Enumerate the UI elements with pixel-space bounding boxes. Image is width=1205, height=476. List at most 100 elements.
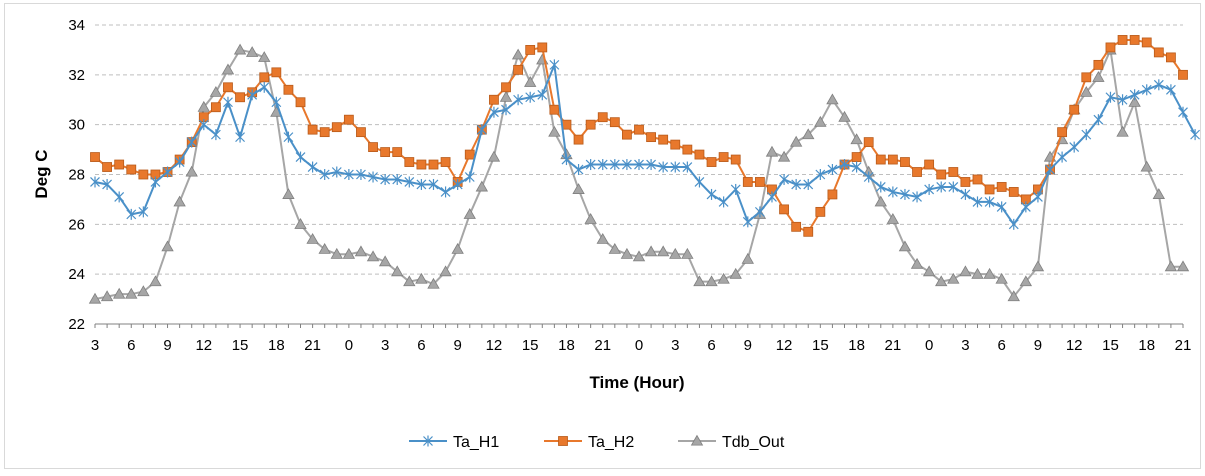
data-point bbox=[548, 125, 561, 137]
data-point bbox=[1178, 106, 1188, 118]
data-point bbox=[706, 157, 717, 167]
data-point bbox=[391, 265, 404, 277]
data-point bbox=[573, 164, 584, 176]
y-tick-labels: 22 24 26 28 30 32 34 bbox=[68, 17, 85, 333]
data-point bbox=[475, 180, 489, 192]
data-point bbox=[137, 285, 150, 297]
data-point bbox=[1117, 35, 1128, 45]
data-point bbox=[1031, 260, 1045, 272]
data-point bbox=[223, 82, 233, 93]
data-point bbox=[875, 181, 886, 193]
data-point bbox=[162, 166, 173, 178]
data-point bbox=[585, 159, 596, 171]
data-point bbox=[428, 159, 439, 170]
data-point bbox=[537, 42, 548, 53]
data-point bbox=[271, 67, 282, 78]
data-point bbox=[803, 226, 814, 237]
data-point bbox=[233, 43, 247, 55]
data-point bbox=[620, 247, 634, 259]
data-point bbox=[102, 162, 112, 172]
data-point bbox=[1128, 95, 1141, 107]
data-point bbox=[1166, 52, 1176, 63]
data-point bbox=[294, 218, 307, 229]
data-point bbox=[1129, 35, 1140, 45]
data-point bbox=[439, 265, 452, 277]
data-point bbox=[815, 206, 826, 217]
x-tick-label: 12 bbox=[195, 337, 212, 354]
data-point bbox=[1153, 47, 1164, 58]
data-point bbox=[791, 178, 802, 190]
data-point bbox=[924, 159, 935, 170]
data-point bbox=[174, 156, 185, 168]
x-tick-label: 15 bbox=[812, 337, 829, 354]
data-point bbox=[283, 84, 294, 95]
data-point bbox=[827, 164, 838, 176]
y-tick-label: 30 bbox=[68, 117, 85, 134]
legend-label: Ta_H2 bbox=[588, 434, 634, 451]
data-point bbox=[887, 154, 898, 165]
data-point bbox=[959, 265, 972, 277]
data-point bbox=[1129, 89, 1140, 101]
data-point bbox=[223, 96, 233, 108]
data-point bbox=[307, 124, 318, 135]
data-point bbox=[1176, 260, 1190, 272]
data-point bbox=[609, 117, 620, 128]
data-point bbox=[1045, 164, 1055, 176]
data-point bbox=[149, 275, 162, 287]
data-point bbox=[356, 169, 366, 180]
data-point bbox=[900, 188, 910, 200]
y-axis-title: Deg C bbox=[32, 149, 51, 198]
data-point bbox=[669, 247, 682, 259]
data-point bbox=[343, 114, 354, 125]
data-point bbox=[354, 245, 368, 257]
data-point bbox=[271, 96, 282, 108]
data-point bbox=[863, 137, 874, 148]
data-point bbox=[779, 173, 789, 185]
data-point bbox=[924, 183, 935, 195]
data-point bbox=[185, 165, 198, 177]
data-point bbox=[912, 167, 922, 177]
data-point bbox=[658, 134, 669, 145]
data-point bbox=[331, 122, 342, 133]
data-point bbox=[440, 186, 451, 198]
data-point bbox=[803, 178, 814, 190]
data-point bbox=[718, 152, 729, 162]
data-point bbox=[1057, 127, 1068, 138]
data-point bbox=[138, 169, 149, 180]
data-point bbox=[717, 272, 730, 284]
data-point bbox=[558, 436, 568, 446]
x-tick-label: 12 bbox=[486, 337, 503, 354]
data-point bbox=[730, 183, 741, 195]
series-ta-h1 bbox=[90, 59, 1201, 230]
data-point bbox=[693, 275, 706, 287]
data-point bbox=[1008, 187, 1019, 197]
data-point bbox=[1020, 201, 1031, 213]
data-point bbox=[197, 100, 210, 112]
data-point bbox=[513, 94, 524, 106]
data-point bbox=[682, 144, 693, 155]
x-tick-label: 3 bbox=[961, 337, 969, 354]
data-point bbox=[1105, 42, 1116, 53]
data-point bbox=[392, 173, 403, 185]
data-point bbox=[319, 127, 330, 138]
data-point bbox=[900, 157, 910, 167]
data-point bbox=[621, 159, 632, 171]
data-point bbox=[366, 250, 380, 262]
x-tick-label: 3 bbox=[671, 337, 679, 354]
data-point bbox=[90, 176, 100, 188]
data-point bbox=[1178, 69, 1188, 80]
data-point bbox=[138, 206, 149, 218]
x-tick-label: 18 bbox=[268, 337, 285, 354]
data-point bbox=[632, 250, 646, 262]
data-point bbox=[525, 91, 536, 103]
data-point bbox=[210, 129, 221, 141]
data-point bbox=[874, 195, 887, 207]
data-point bbox=[342, 247, 356, 259]
x-tick-label: 0 bbox=[925, 337, 933, 354]
data-point bbox=[584, 213, 597, 224]
x-tick-label: 6 bbox=[707, 337, 715, 354]
data-point bbox=[741, 252, 754, 264]
x-tick-label: 21 bbox=[304, 337, 321, 354]
data-point bbox=[501, 104, 511, 116]
